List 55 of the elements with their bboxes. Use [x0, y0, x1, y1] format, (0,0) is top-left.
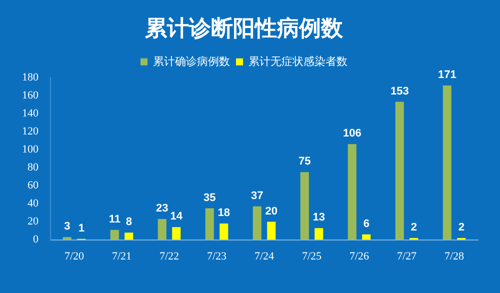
data-label: 14	[170, 210, 184, 223]
bar	[395, 102, 404, 240]
x-tick-label: 7/20	[64, 250, 85, 262]
x-tick-label: 7/27	[396, 250, 418, 262]
data-label: 153	[390, 85, 409, 98]
y-tick-label: 160	[22, 89, 39, 102]
data-label: 75	[298, 156, 311, 168]
data-label: 18	[218, 207, 230, 220]
bar	[220, 224, 228, 240]
bar	[124, 232, 134, 240]
data-label: 171	[438, 69, 456, 82]
data-label: 37	[251, 190, 264, 202]
bar	[205, 208, 214, 240]
y-tick-label: 120	[22, 125, 39, 138]
y-tick-label: 60	[28, 180, 39, 192]
data-label: 2	[458, 222, 464, 234]
data-label: 8	[126, 216, 132, 228]
bar	[442, 86, 452, 240]
bar	[362, 234, 371, 240]
data-label: 106	[342, 128, 362, 140]
y-tick-label: 20	[28, 216, 39, 228]
data-label: 11	[108, 213, 120, 226]
y-tick-label: 140	[22, 107, 39, 120]
data-label: 3	[64, 220, 70, 233]
chart-title: 累计诊断阳性病例数	[144, 15, 344, 40]
y-tick-label: 100	[22, 143, 39, 156]
y-tick-label: 0	[33, 234, 39, 246]
data-label: 23	[156, 202, 168, 215]
x-tick-label: 7/22	[159, 250, 180, 262]
bar	[172, 227, 181, 240]
y-tick-label: 80	[28, 162, 39, 174]
x-tick-label: 7/28	[444, 250, 465, 262]
legend-label: 累计无症状感染者数	[248, 54, 348, 68]
bar	[252, 206, 262, 240]
y-tick-label: 180	[22, 71, 39, 84]
x-tick-label: 7/21	[112, 250, 132, 262]
bar	[348, 144, 356, 240]
data-label: 35	[204, 192, 216, 204]
data-label: 6	[363, 218, 370, 230]
x-tick-label: 7/24	[254, 250, 275, 262]
x-tick-label: 7/26	[349, 250, 370, 262]
data-label: 20	[265, 205, 278, 218]
bar	[314, 228, 324, 240]
legend-label: 累计确诊病例数	[153, 54, 230, 68]
bar	[110, 230, 119, 240]
data-label: 2	[410, 222, 417, 234]
y-tick-label: 40	[28, 198, 39, 210]
bar	[267, 222, 276, 240]
bar	[300, 172, 309, 240]
data-label: 1	[78, 222, 84, 234]
x-tick-label: 7/25	[302, 250, 322, 262]
data-label: 13	[312, 212, 325, 224]
bar	[62, 237, 72, 240]
bar	[158, 219, 166, 240]
x-tick-label: 7/23	[206, 250, 228, 262]
